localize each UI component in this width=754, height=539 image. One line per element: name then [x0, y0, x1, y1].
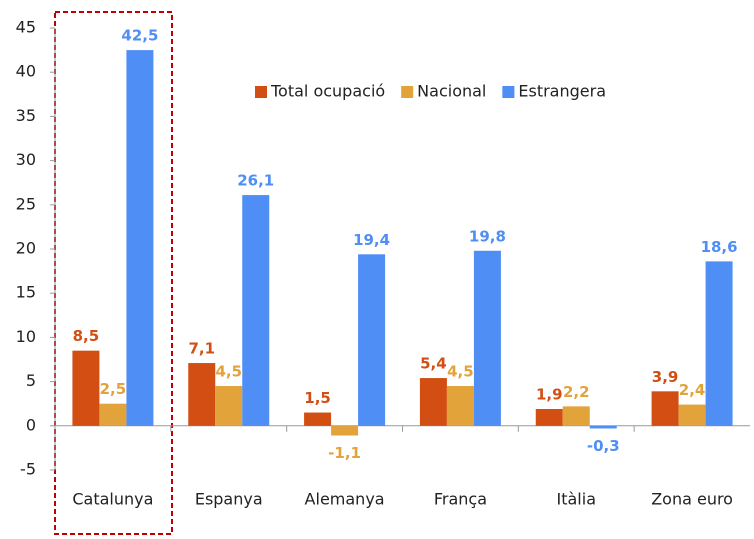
value-label: 1,9 — [536, 386, 563, 404]
bar — [242, 195, 270, 426]
bar — [358, 254, 386, 426]
value-label: 42,5 — [121, 27, 158, 45]
value-label: 3,9 — [652, 368, 679, 386]
value-label: 2,4 — [679, 381, 706, 399]
bar — [678, 404, 706, 426]
legend-swatch — [502, 86, 515, 98]
bar — [473, 250, 501, 426]
y-tick-label: 15 — [16, 283, 36, 302]
x-tick-label: Alemanya — [305, 490, 385, 509]
value-label: 4,5 — [447, 363, 474, 381]
y-tick-label: 20 — [16, 239, 36, 258]
value-label: 5,4 — [420, 355, 447, 373]
y-tick-label: 10 — [16, 327, 36, 346]
bar — [188, 363, 216, 426]
value-label: 18,6 — [701, 238, 738, 256]
x-tick-label: Itàlia — [557, 490, 597, 509]
x-tick-label: Zona euro — [651, 490, 733, 509]
bar — [215, 386, 243, 426]
value-label: 26,1 — [237, 172, 274, 190]
value-label: 4,5 — [215, 363, 242, 381]
value-label: 1,5 — [304, 389, 331, 407]
bar — [72, 350, 100, 426]
bar — [651, 391, 679, 426]
value-label: 2,2 — [563, 383, 590, 401]
y-tick-label: 35 — [16, 106, 36, 125]
bar — [331, 425, 359, 436]
bar — [126, 50, 154, 426]
value-label: 19,8 — [469, 227, 506, 245]
y-tick-label: 0 — [26, 415, 36, 434]
bar — [304, 412, 332, 426]
y-tick-label: 30 — [16, 150, 36, 169]
legend-label: Total ocupació — [270, 82, 385, 101]
y-tick-label: 25 — [16, 194, 36, 213]
legend-label: Estrangera — [518, 82, 606, 101]
bar — [705, 261, 733, 426]
bar — [99, 403, 127, 426]
legend-label: Nacional — [417, 82, 486, 101]
value-label: 7,1 — [188, 340, 215, 358]
bar — [446, 386, 474, 426]
x-tick-label: Catalunya — [72, 490, 153, 509]
value-label: -0,3 — [587, 437, 620, 455]
bar — [419, 378, 447, 426]
y-tick-label: -5 — [20, 460, 36, 479]
bar — [562, 406, 590, 426]
bar — [589, 425, 617, 429]
value-label: 19,4 — [353, 231, 390, 249]
highlight-box — [54, 11, 173, 535]
y-tick-label: 5 — [26, 371, 36, 390]
value-label: -1,1 — [328, 444, 361, 462]
value-label: 2,5 — [100, 380, 127, 398]
bar — [535, 409, 563, 426]
legend-swatch — [401, 86, 414, 98]
x-tick-label: França — [434, 490, 487, 509]
legend-swatch — [255, 86, 267, 98]
y-tick-label: 40 — [16, 62, 36, 81]
y-tick-label: 45 — [16, 18, 36, 37]
x-tick-label: Espanya — [195, 490, 263, 509]
value-label: 8,5 — [73, 327, 100, 345]
